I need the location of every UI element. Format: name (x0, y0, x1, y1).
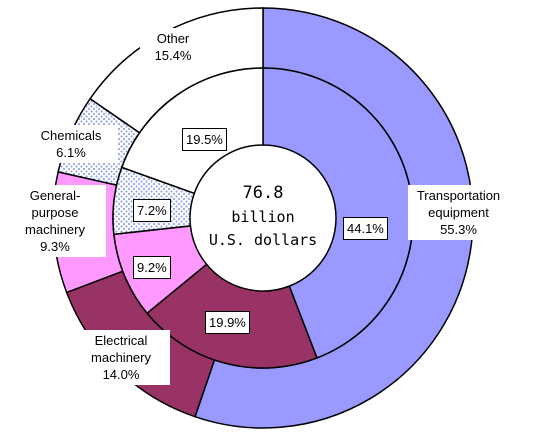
value-label: 7.2% (137, 203, 167, 218)
outer-label: Transportation equipment 55.3% (408, 185, 509, 240)
value-label: 55.3% (440, 222, 477, 237)
inner-label: 9.2% (133, 256, 171, 279)
category-label: Electrical machinery (91, 333, 151, 365)
center-label: U.S. dollars (209, 231, 317, 249)
outer-label: Chemicals 6.1% (24, 125, 118, 163)
value-label: 14.0% (102, 367, 140, 382)
inner-label: 19.5% (182, 128, 227, 151)
value-label: 15.4% (154, 48, 192, 63)
value-label: 44.1% (347, 221, 384, 236)
value-label: 19.9% (209, 315, 246, 330)
value-label: 19.5% (186, 132, 223, 147)
category-label: Chemicals (40, 128, 102, 143)
category-label: Other (156, 31, 190, 46)
inner-label: 7.2% (133, 199, 171, 222)
outer-label: General-purpose machinery 9.3% (4, 185, 106, 257)
value-label: 9.2% (137, 260, 167, 275)
outer-label: Electrical machinery 14.0% (72, 330, 170, 385)
category-label: General-purpose machinery (25, 188, 85, 237)
outer-label: Other 15.4% (140, 28, 206, 66)
category-label: Transportation equipment (416, 188, 501, 220)
value-label: 9.3% (40, 239, 70, 254)
center-label: billion (231, 208, 294, 226)
center-label: 76.8 (243, 183, 284, 203)
value-label: 6.1% (56, 145, 86, 160)
ring-segment (262, 67, 414, 359)
inner-label: 44.1% (343, 217, 388, 240)
inner-label: 19.9% (205, 311, 250, 334)
